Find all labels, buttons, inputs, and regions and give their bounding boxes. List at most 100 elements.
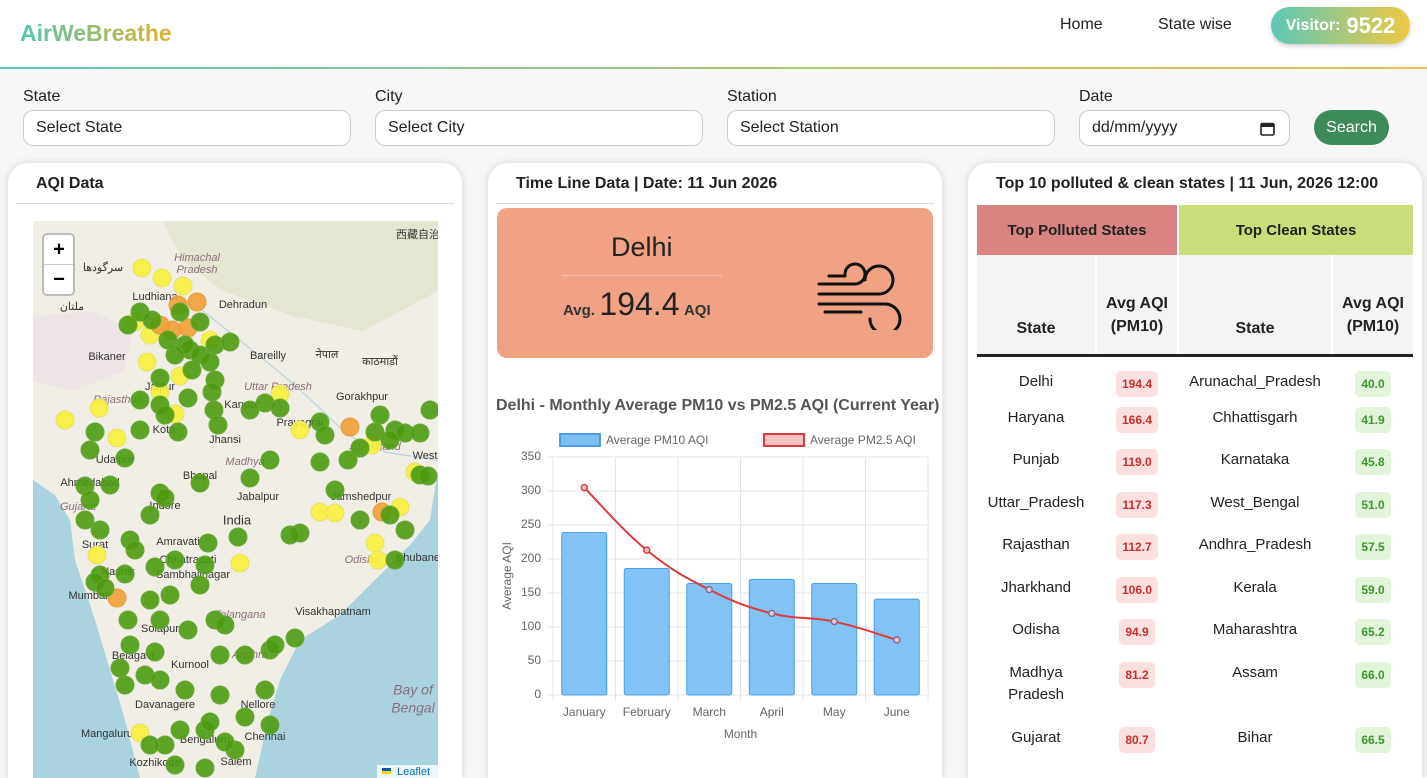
station-marker[interactable] (190, 473, 210, 493)
station-marker[interactable] (260, 715, 280, 735)
station-marker[interactable] (100, 475, 120, 495)
date-input[interactable]: dd/mm/yyyy (1079, 110, 1290, 146)
station-marker[interactable] (200, 352, 220, 372)
station-marker[interactable] (210, 685, 230, 705)
station-marker[interactable] (150, 368, 170, 388)
station-marker[interactable] (137, 352, 157, 372)
station-marker[interactable] (240, 468, 260, 488)
station-marker[interactable] (115, 675, 135, 695)
station-marker[interactable] (150, 670, 170, 690)
station-marker[interactable] (55, 410, 75, 430)
station-marker[interactable] (210, 645, 230, 665)
station-marker[interactable] (118, 610, 138, 630)
station-marker[interactable] (270, 398, 290, 418)
station-marker[interactable] (130, 420, 150, 440)
station-marker[interactable] (380, 430, 400, 450)
station-marker[interactable] (395, 520, 415, 540)
station-marker[interactable] (182, 360, 202, 380)
station-marker[interactable] (140, 505, 160, 525)
station-marker[interactable] (368, 550, 388, 570)
station-marker[interactable] (285, 628, 305, 648)
station-marker[interactable] (190, 575, 210, 595)
station-marker[interactable] (198, 533, 218, 553)
station-marker[interactable] (168, 422, 188, 442)
station-marker[interactable] (410, 423, 430, 443)
station-marker[interactable] (80, 440, 100, 460)
station-marker[interactable] (87, 545, 107, 565)
station-marker[interactable] (365, 533, 385, 553)
zoom-in[interactable]: + (53, 238, 65, 260)
station-marker[interactable] (165, 550, 185, 570)
station-marker[interactable] (170, 720, 190, 740)
station-marker[interactable] (195, 555, 215, 575)
station-marker[interactable] (325, 480, 345, 500)
station-marker[interactable] (187, 292, 207, 312)
station-marker[interactable] (130, 390, 150, 410)
station-marker[interactable] (215, 615, 235, 635)
station-marker[interactable] (220, 332, 240, 352)
station-marker[interactable] (152, 268, 172, 288)
station-marker[interactable] (385, 550, 405, 570)
station-marker[interactable] (418, 466, 438, 486)
station-marker[interactable] (228, 527, 248, 547)
nav-link[interactable]: State wise (1158, 16, 1232, 33)
logo[interactable]: AirWeBreathe (20, 20, 172, 46)
station-marker[interactable] (290, 420, 310, 440)
station-marker[interactable] (165, 755, 185, 775)
station-marker[interactable] (325, 503, 345, 523)
station-marker[interactable] (235, 707, 255, 727)
station-marker[interactable] (265, 635, 285, 655)
station-marker[interactable] (90, 520, 110, 540)
station-marker[interactable] (200, 712, 220, 732)
station-marker[interactable] (195, 758, 215, 778)
station-marker[interactable] (158, 330, 178, 350)
station-marker[interactable] (173, 276, 193, 296)
station-marker[interactable] (365, 422, 385, 442)
station-marker[interactable] (140, 590, 160, 610)
station-marker[interactable] (310, 452, 330, 472)
station-marker[interactable] (370, 405, 390, 425)
station-marker[interactable] (338, 450, 358, 470)
station-marker[interactable] (215, 732, 235, 752)
search-button[interactable]: Search (1314, 110, 1389, 145)
station-marker[interactable] (155, 405, 175, 425)
station-marker[interactable] (118, 315, 138, 335)
station-marker[interactable] (178, 388, 198, 408)
station-marker[interactable] (80, 490, 100, 510)
station-marker[interactable] (260, 450, 280, 470)
station-marker[interactable] (110, 658, 130, 678)
station-marker[interactable] (202, 382, 222, 402)
station-marker[interactable] (315, 425, 335, 445)
station-marker[interactable] (85, 422, 105, 442)
station-marker[interactable] (132, 258, 152, 278)
state-select[interactable]: Select State (23, 110, 351, 146)
station-marker[interactable] (115, 564, 135, 584)
station-marker[interactable] (145, 642, 165, 662)
station-marker[interactable] (230, 553, 250, 573)
station-marker[interactable] (190, 312, 210, 332)
station-marker[interactable] (140, 735, 160, 755)
station-marker[interactable] (255, 680, 275, 700)
station-marker[interactable] (280, 525, 300, 545)
station-marker[interactable] (125, 540, 145, 560)
station-marker[interactable] (340, 417, 360, 437)
city-select[interactable]: Select City (375, 110, 703, 146)
nav-link[interactable]: Home (1060, 16, 1103, 33)
station-marker[interactable] (115, 448, 135, 468)
station-marker[interactable] (95, 578, 115, 598)
station-marker[interactable] (155, 488, 175, 508)
station-marker[interactable] (142, 310, 162, 330)
station-marker[interactable] (107, 428, 127, 448)
station-marker[interactable] (420, 400, 438, 420)
attribution[interactable]: Leaflet (397, 766, 430, 778)
station-marker[interactable] (150, 610, 170, 630)
station-marker[interactable] (89, 398, 109, 418)
station-marker[interactable] (350, 438, 370, 458)
station-marker[interactable] (235, 645, 255, 665)
station-marker[interactable] (120, 635, 140, 655)
station-marker[interactable] (160, 585, 180, 605)
station-marker[interactable] (240, 400, 260, 420)
station-select[interactable]: Select Station (727, 110, 1055, 146)
station-marker[interactable] (145, 557, 165, 577)
